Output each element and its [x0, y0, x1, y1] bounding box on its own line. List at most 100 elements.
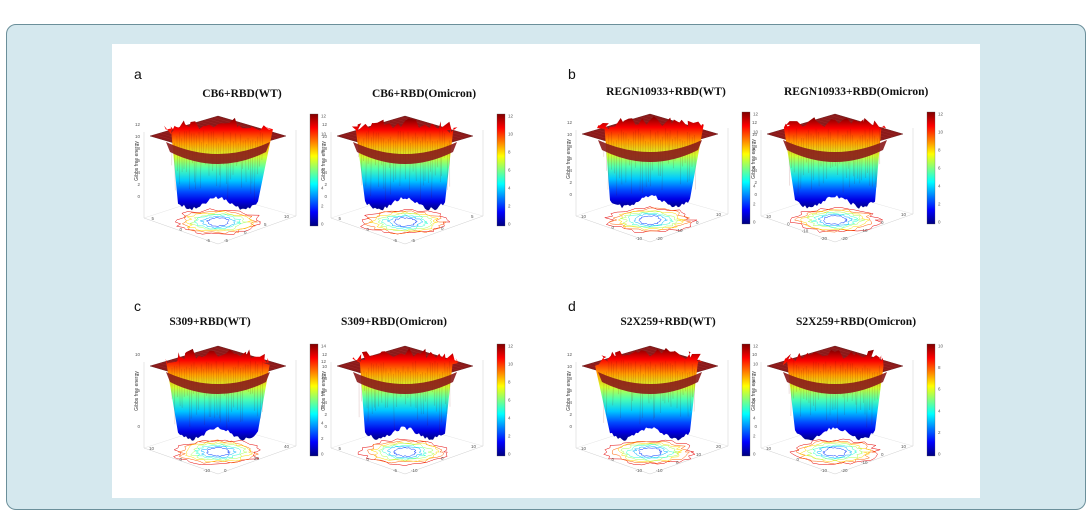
pc1-tick-label: -20 [656, 236, 663, 241]
colorbar-tick-label: 6 [938, 166, 941, 171]
plot-title: S309+RBD(Omicron) [324, 316, 464, 328]
plot-title: REGN10933+RBD(Omicron) [784, 86, 924, 98]
colorbar-tick-label: 6 [508, 168, 511, 173]
pc1-tick-label: -10 [656, 468, 663, 473]
colorbar-tick-label: 4 [938, 184, 941, 189]
pc1-tick-label: -5 [224, 238, 228, 243]
colorbar-tick-label: 4 [938, 408, 941, 413]
colorbar-tick-label: 0 [938, 220, 941, 225]
pc1-tick-label: -20 [841, 468, 848, 473]
z-tick-label: 10 [135, 134, 141, 139]
pc1-tick-label: 20 [254, 456, 260, 461]
pc2-tick-label: -20 [820, 236, 827, 241]
ylabel: Gibbs free energy [321, 371, 327, 411]
z-tick-label: 0 [569, 424, 572, 429]
pc1-tick-label: 0 [881, 452, 884, 457]
pc2-tick-label: 10 [581, 446, 587, 451]
z-tick-label: 12 [135, 122, 141, 127]
panel-letter: d [568, 298, 576, 314]
z-tick-label: 10 [567, 132, 573, 137]
pc1-tick-label: -5 [411, 238, 415, 243]
energy-well [783, 350, 887, 441]
colorbar-tick-label: 8 [938, 365, 941, 370]
energy-well [595, 348, 703, 441]
pc1-tick-label: 40 [284, 444, 290, 449]
z-tick-label: 0 [569, 192, 572, 197]
colorbar-tick-label: 10 [938, 130, 944, 135]
colorbar-tick-label: 8 [508, 150, 511, 155]
pc1-tick-label: 10 [471, 444, 477, 449]
ylabel: Gibbs free energy [566, 139, 572, 179]
ylabel: Gibbs free energy [321, 141, 327, 181]
plot-title: CB6+RBD(WT) [172, 88, 312, 100]
energy-landscape-plot: 12 10 8 6 4 2 0 Gibbs free energy -50550-5PC1PC2… [317, 106, 527, 246]
colorbar-tick-label: 12 [508, 344, 514, 349]
ylabel: Gibbs free energy [134, 371, 140, 411]
panel-letter: a [134, 66, 142, 82]
pc2-tick-label: 10 [149, 446, 155, 451]
pc2-tick-label: -10 [203, 468, 210, 473]
z-tick-label: 0 [754, 192, 757, 197]
z-tick-label: 2 [324, 182, 327, 187]
z-tick-label: 10 [322, 134, 328, 139]
pc1-tick-label: 0 [696, 220, 699, 225]
base-contours [175, 209, 260, 235]
z-tick-label: 2 [569, 412, 572, 417]
energy-well [164, 118, 273, 210]
pc1-tick-label: -20 [841, 236, 848, 241]
base-contours [174, 440, 261, 465]
z-tick-label: 2 [569, 180, 572, 185]
pc1-tick-label: 20 [716, 444, 722, 449]
pc2-tick-label: 10 [581, 214, 587, 219]
plot-title: CB6+RBD(Omicron) [354, 88, 494, 100]
colorbar-tick-label: 6 [508, 398, 511, 403]
pc2-tick-label: 10 [766, 446, 772, 451]
base-contours [604, 440, 695, 465]
panel-letter: c [134, 298, 141, 314]
plot-title: S2X259+RBD(WT) [598, 316, 738, 328]
colorbar-tick-label: 0 [508, 452, 511, 457]
pc1-tick-label: 0 [676, 460, 679, 465]
ylabel: Gibbs free energy [751, 371, 757, 411]
pc1-tick-label: -10 [861, 460, 868, 465]
z-tick-label: 0 [324, 194, 327, 199]
pc2-tick-label: 10 [766, 214, 772, 219]
colorbar-tick-label: 2 [938, 430, 941, 435]
colorbar-tick-label: 12 [508, 114, 514, 119]
pc2-tick-label: 5 [338, 216, 341, 221]
pc1-tick-label: -10 [411, 468, 418, 473]
z-tick-label: 10 [567, 364, 573, 369]
colorbar-tick-label: 10 [938, 344, 944, 349]
colorbar-tick-label: 0 [938, 452, 941, 457]
pc1-tick-label: -10 [861, 228, 868, 233]
pc1-tick-label: 0 [881, 220, 884, 225]
colorbar-tick-label: 10 [508, 362, 514, 367]
z-tick-label: 12 [322, 122, 328, 127]
z-tick-label: 10 [752, 132, 758, 137]
colorbar-tick-label: 10 [508, 132, 514, 137]
plot-title: S2X259+RBD(Omicron) [786, 316, 926, 328]
pc2-tick-label: -5 [393, 238, 397, 243]
z-tick-label: 0 [137, 424, 140, 429]
pc2-tick-label: -10 [820, 468, 827, 473]
base-contours [605, 207, 697, 233]
colorbar-tick-label: 4 [508, 186, 511, 191]
